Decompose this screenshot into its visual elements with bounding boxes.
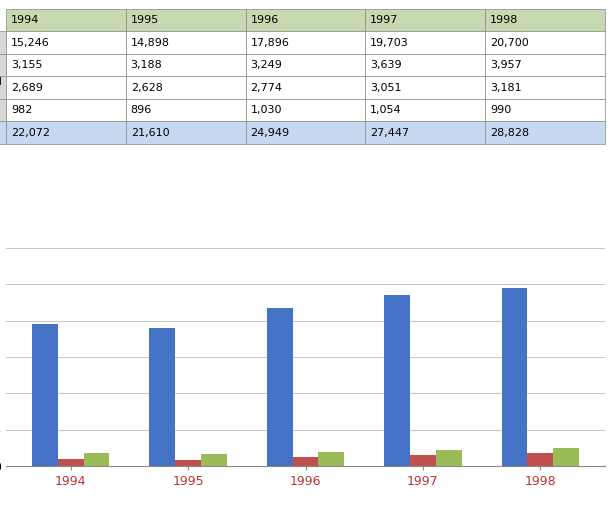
Bar: [175, 460, 201, 466]
Bar: [149, 328, 175, 466]
Bar: [527, 453, 553, 466]
Bar: [32, 324, 58, 466]
Bar: [84, 453, 109, 466]
Bar: [318, 452, 344, 466]
Bar: [267, 308, 293, 466]
Bar: [553, 449, 579, 466]
Bar: [384, 295, 410, 466]
Bar: [410, 455, 436, 466]
Bar: [293, 457, 318, 466]
Bar: [436, 450, 462, 466]
Bar: [201, 454, 227, 466]
Bar: [502, 288, 527, 466]
Bar: [58, 459, 84, 466]
